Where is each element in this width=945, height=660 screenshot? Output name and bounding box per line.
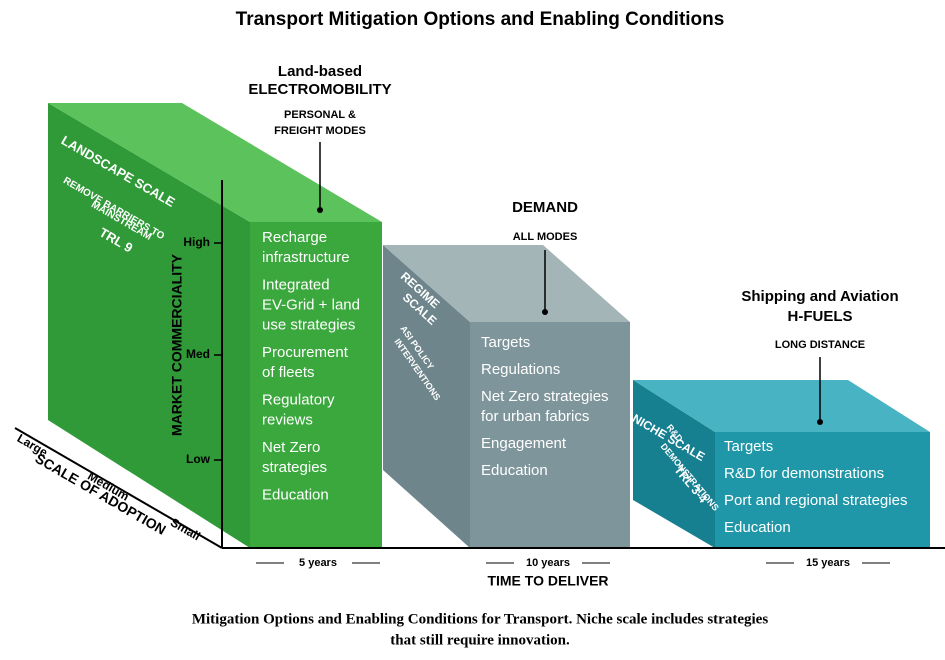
option-item: reviews [262,411,313,428]
duration-bg [514,555,582,571]
block-heading: DEMAND [512,199,578,216]
x-axis-label: TIME TO DELIVER [487,573,608,589]
block-side [383,245,470,548]
option-item: Targets [724,438,773,455]
option-item: Education [724,519,791,536]
option-item: EV-Grid + land [262,296,360,313]
block-front [715,432,930,548]
duration-bg [794,555,862,571]
option-item: infrastructure [262,249,350,266]
option-item: strategies [262,459,327,476]
option-item: Procurement [262,344,349,361]
block-front [470,322,630,548]
caption: that still require innovation. [390,632,570,648]
duration: 5 years [299,557,337,569]
block-heading: ELECTROMOBILITY [248,81,391,98]
option-item: Net Zero strategies [481,388,609,405]
option-item: Education [481,462,548,479]
y-tick-label: Med [186,347,210,361]
depth-axis [14,427,223,549]
leader-dot [542,309,548,315]
block-side [48,103,250,548]
depth-tick-label: Large [15,431,51,460]
option-item: Engagement [481,435,567,452]
block-top [48,103,382,222]
y-axis-label: MARKET COMMERCIALITY [169,253,185,436]
block-top [633,380,930,432]
duration: 15 years [806,557,850,569]
option-item: Recharge [262,229,327,246]
option-item: use strategies [262,316,355,333]
duration: 10 years [526,557,570,569]
option-item: for urban fabrics [481,408,589,425]
block-heading: Land-based [278,63,362,80]
option-item: Targets [481,334,530,351]
caption: Mitigation Options and Enabling Conditio… [192,611,768,627]
option-item: Integrated [262,276,330,293]
leader-dot [817,419,823,425]
block-side [633,380,715,548]
block-subheading: PERSONAL & [284,109,356,121]
block-subheading: LONG DISTANCE [775,339,865,351]
block-subheading: ALL MODES [513,231,578,243]
block-subheading: FREIGHT MODES [274,125,366,137]
option-item: Net Zero [262,439,320,456]
option-item: Port and regional strategies [724,492,907,509]
depth-tick-label: Small [168,515,203,543]
block-top [383,245,630,322]
option-item: Regulatory [262,391,335,408]
block-heading: Shipping and Aviation [741,288,898,305]
option-item: Regulations [481,361,560,378]
duration-bg [284,555,352,571]
y-tick-label: High [183,235,210,249]
block-heading: H-FUELS [788,308,853,325]
title: Transport Mitigation Options and Enablin… [236,9,725,30]
leader-dot [317,207,323,213]
option-item: of fleets [262,364,315,381]
y-tick-label: Low [186,452,211,466]
option-item: R&D for demonstrations [724,465,884,482]
option-item: Education [262,486,329,503]
block-front [250,222,382,548]
